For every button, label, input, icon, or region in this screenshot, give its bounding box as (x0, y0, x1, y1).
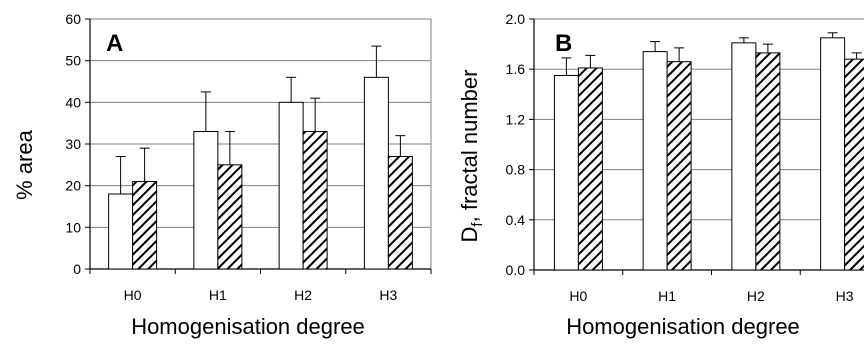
chart-panel-a: 0 10 20 30 40 50 60 H0 H1 H2 H3 (65, 11, 432, 303)
y-tick-label: 0.0 (506, 262, 526, 278)
y-tick-label: 10 (65, 219, 81, 235)
y-axis-title-a: % area (12, 129, 37, 199)
bar-open (278, 101, 304, 270)
bar-hatched (577, 67, 603, 271)
y-tick-label: 40 (65, 94, 81, 110)
chart-panel-b: 0.0 0.4 0.8 1.2 1.6 2.0 H0 H1 H2 H3 (506, 11, 864, 304)
bar-hatched (217, 164, 243, 270)
bar-hatched (387, 156, 413, 270)
x-tick-label: H1 (658, 288, 676, 304)
bar-open (820, 37, 846, 271)
y-axis-title-b: Df, fractal number (457, 70, 486, 243)
y-axis-title-b-main: D (457, 227, 482, 243)
bar-open (731, 42, 757, 271)
x-tick-label: H0 (124, 287, 142, 303)
panel-label-a: A (106, 30, 123, 57)
y-tick-label: 0.8 (506, 162, 526, 178)
y-tick-label: 2.0 (506, 11, 526, 27)
x-tick-label: H3 (379, 287, 397, 303)
y-tick-label: 0.4 (506, 212, 526, 228)
x-tick-label: H0 (569, 288, 587, 304)
y-axis-title-b-rest: , fractal number (457, 70, 482, 223)
bar-hatched (844, 58, 864, 271)
bar-hatched (755, 52, 781, 271)
y-tick-label: 0 (73, 261, 81, 277)
y-tick-label: 1.2 (506, 111, 526, 127)
x-axis-title-b: Homogenisation degree (566, 314, 800, 339)
x-axis-title-a: Homogenisation degree (131, 314, 365, 339)
x-tick-label: H1 (209, 287, 227, 303)
y-tick-label: 20 (65, 178, 81, 194)
bar-open (108, 193, 134, 270)
y-tick-label: 50 (65, 53, 81, 69)
y-tick-label: 60 (65, 11, 81, 27)
x-tick-label: H2 (294, 287, 312, 303)
y-tick-label: 30 (65, 136, 81, 152)
bar-open (363, 76, 389, 270)
bar-open (193, 131, 219, 270)
bar-hatched (302, 131, 328, 270)
bar-hatched (666, 61, 692, 271)
x-tick-label: H3 (836, 288, 854, 304)
y-tick-label: 1.6 (506, 61, 526, 77)
panel-label-b: B (555, 30, 572, 57)
bar-hatched (132, 181, 158, 270)
bar-open (642, 51, 668, 271)
y-axis-title-b-sub: f (469, 222, 486, 227)
x-tick-label: H2 (747, 288, 765, 304)
bar-open (553, 74, 579, 271)
